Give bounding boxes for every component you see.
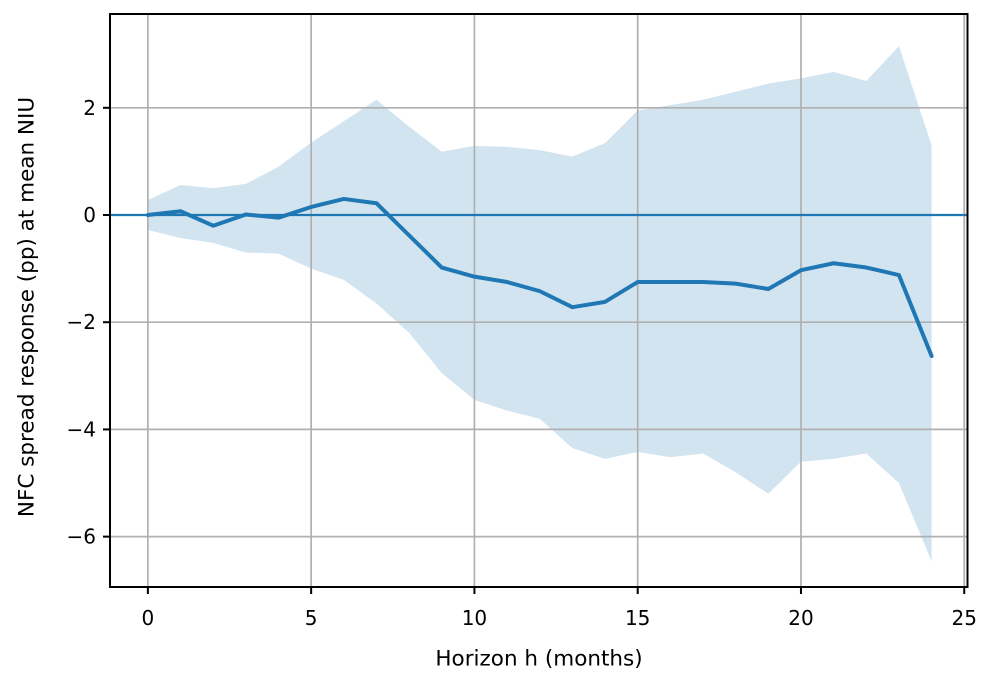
- y-tick-label: −4: [67, 417, 96, 441]
- mean-response-line: [145, 196, 934, 358]
- y-tick-label: −6: [67, 525, 96, 549]
- x-axis-label: Horizon h (months): [435, 646, 643, 672]
- y-tick-label: 2: [83, 96, 96, 120]
- x-tick-label: 10: [462, 606, 487, 630]
- confidence-band: [147, 46, 932, 562]
- y-axis-label: NFC spread response (pp) at mean NIU: [14, 96, 40, 518]
- y-tick-label: 0: [83, 203, 96, 227]
- x-tick-label: 25: [952, 606, 977, 630]
- x-tick-label: 5: [305, 606, 318, 630]
- y-tick-label: −2: [67, 310, 96, 334]
- x-tick-label: 20: [788, 606, 813, 630]
- axes-border: [109, 13, 969, 588]
- x-tick-label: 0: [142, 606, 155, 630]
- x-tick-label: 15: [625, 606, 650, 630]
